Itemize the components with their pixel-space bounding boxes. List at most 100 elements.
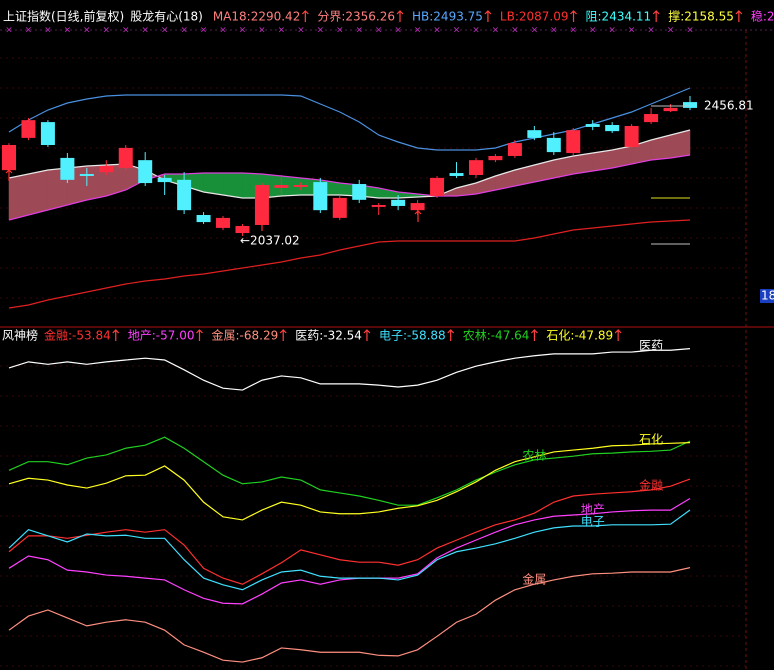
candle-body — [624, 125, 639, 147]
candle-body — [488, 155, 503, 161]
band-fill — [203, 172, 224, 196]
up-arrow-icon — [363, 329, 371, 341]
candle-body — [313, 182, 328, 211]
marker-x: × — [686, 26, 694, 36]
up-arrow-icon — [530, 329, 538, 341]
marker-x: × — [608, 26, 616, 36]
marker-x: × — [355, 26, 363, 36]
side-label: 18 — [761, 289, 774, 303]
legend-item: 电子:-58.88 — [379, 329, 446, 343]
marker-x: × — [239, 26, 247, 36]
legend-item: 阻:2434.11 — [586, 10, 652, 24]
series-label: 金融 — [639, 477, 663, 492]
band-fill — [222, 172, 243, 199]
legend-item: 分界:2356.26 — [317, 10, 395, 24]
series-line — [8, 509, 691, 591]
candle-body — [293, 185, 308, 187]
up-arrow-icon — [735, 10, 743, 22]
legend-item: 医药:-32.54 — [295, 329, 362, 343]
candle-body — [546, 137, 561, 153]
panel-title: 风神榜 — [2, 328, 38, 343]
side-box — [760, 289, 774, 303]
marker-x: × — [44, 26, 52, 36]
candle-body — [371, 205, 386, 207]
candle-body — [391, 199, 406, 206]
legend-item: 金融:-53.84 — [44, 328, 111, 343]
indicator-line — [8, 154, 691, 221]
candle-body — [235, 225, 250, 234]
series-line — [8, 348, 691, 391]
marker-x: × — [336, 26, 344, 36]
up-arrow-icon — [652, 10, 660, 22]
marker-x: × — [531, 26, 539, 36]
candle-body — [507, 143, 522, 156]
up-arrow-icon — [570, 10, 577, 22]
candle-body — [79, 174, 94, 176]
candle-body — [216, 217, 231, 228]
marker-x: × — [569, 26, 577, 36]
band-fill — [8, 173, 29, 221]
legend-item: MA18:2290.42 — [213, 10, 301, 24]
candle-body — [430, 177, 445, 196]
marker-x: × — [472, 26, 480, 36]
legend-item: 地产:-57.00 — [128, 329, 195, 343]
legend-item: LB:2087.09 — [500, 10, 569, 24]
marker-x: × — [219, 26, 227, 36]
marker-x: × — [317, 26, 325, 36]
candle-body — [254, 185, 269, 225]
marker-x: × — [122, 26, 130, 36]
candle-body — [21, 120, 36, 138]
marker-x: × — [278, 26, 286, 36]
up-arrow-icon — [5, 169, 13, 181]
series-line — [8, 436, 691, 506]
marker-x: × — [141, 26, 149, 36]
legend-item: 农林:-47.64 — [463, 329, 530, 343]
labels: 上证指数(日线,前复权) 股龙有心(18) MA18:2290.42 分界:2356.… — [2, 9, 774, 587]
legend-item: 稳:2290.42 — [751, 9, 774, 24]
indicator-line — [8, 219, 691, 309]
series-line — [8, 478, 691, 585]
series-label: 医药 — [639, 339, 663, 353]
marker-x: × — [647, 26, 655, 36]
series-label: 石化 — [639, 432, 663, 446]
marker-x: × — [589, 26, 597, 36]
legend-item: 金属:-68.29 — [211, 328, 278, 343]
series-label: 农林 — [522, 448, 546, 462]
candle-body — [585, 124, 600, 127]
candle-body — [410, 203, 425, 211]
candle-body — [196, 215, 211, 223]
legend-item: HB:2493.75 — [412, 10, 483, 24]
marker-x: × — [550, 26, 558, 36]
candle-body — [663, 107, 678, 112]
candle-body — [644, 114, 659, 123]
series-line — [8, 442, 691, 521]
legend-item: 撑:2158.55 — [668, 9, 734, 24]
marker-x: × — [83, 26, 91, 36]
price-annotation: ←2037.02 — [240, 234, 300, 248]
series-label: 地产 — [581, 502, 605, 516]
marker-x: × — [453, 26, 461, 36]
up-arrow-icon — [614, 329, 622, 341]
candle-body — [177, 179, 192, 211]
marker-x: × — [5, 26, 13, 36]
candle-body — [118, 147, 133, 168]
up-arrow-icon — [396, 10, 404, 22]
marker-x: × — [628, 26, 636, 36]
marker-x: × — [492, 26, 500, 36]
series-label: 金属 — [522, 572, 546, 587]
up-arrow-icon — [301, 10, 309, 22]
candle-body — [138, 160, 153, 184]
series-line — [8, 567, 691, 663]
marker-x: × — [180, 26, 188, 36]
marker-x: × — [297, 26, 305, 36]
candle-body — [274, 185, 289, 188]
price-annotation: 2456.81 — [704, 99, 754, 113]
up-arrow-icon — [414, 210, 422, 222]
panel-subtitle: 股龙有心(18) — [130, 10, 203, 24]
marker-x: × — [64, 26, 72, 36]
marker-x: × — [414, 26, 422, 36]
candle-body — [99, 165, 114, 173]
series-line — [8, 497, 691, 605]
